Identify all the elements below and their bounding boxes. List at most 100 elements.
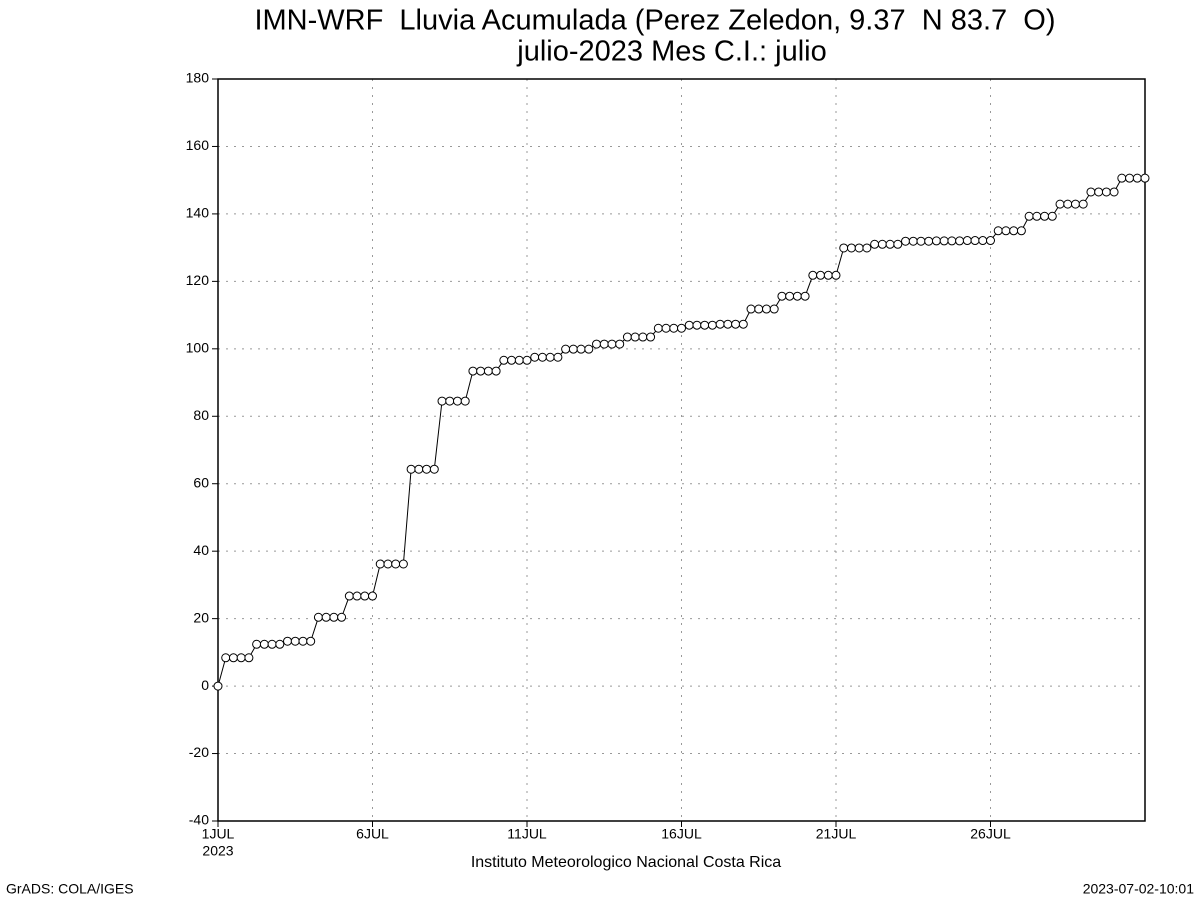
data-point (1117, 173, 1127, 183)
data-point (290, 636, 300, 646)
data-point (452, 396, 462, 406)
data-point (398, 559, 408, 569)
data-point (592, 339, 602, 349)
x-tick-label: 11JUL (507, 826, 547, 842)
data-point (437, 396, 447, 406)
data-point (939, 236, 949, 246)
data-point (731, 319, 741, 329)
y-tick-label: 20 (193, 609, 209, 625)
data-point (831, 270, 841, 280)
data-point (692, 320, 702, 330)
data-point (422, 464, 432, 474)
data-point (970, 236, 980, 246)
data-point (298, 636, 308, 646)
data-point (383, 559, 393, 569)
data-point (507, 355, 517, 365)
data-point (962, 236, 972, 246)
data-point (800, 291, 810, 301)
data-point (530, 352, 540, 362)
data-point (761, 304, 771, 314)
data-point (877, 239, 887, 249)
data-point (1001, 226, 1011, 236)
data-point (700, 320, 710, 330)
data-point (329, 612, 339, 622)
data-point (808, 270, 818, 280)
data-point (306, 636, 316, 646)
data-point (931, 236, 941, 246)
data-point (777, 291, 787, 301)
x-tick-label: 26JUL (970, 826, 1011, 842)
data-point (1078, 199, 1088, 209)
data-point (646, 332, 656, 342)
data-point (368, 591, 377, 601)
y-tick-label: 120 (186, 272, 210, 288)
data-point (236, 653, 246, 663)
data-point (445, 396, 455, 406)
data-point (816, 270, 826, 280)
y-tick-label: 100 (186, 340, 210, 356)
data-point (785, 291, 795, 301)
chart-title: IMN-WRF Lluvia Acumulada (Perez Zeledon,… (254, 5, 1055, 37)
data-point (344, 591, 354, 601)
data-point (653, 323, 663, 333)
data-point (723, 319, 733, 329)
data-point (537, 352, 547, 362)
data-point (545, 352, 555, 362)
data-point (746, 304, 756, 314)
data-point (607, 339, 617, 349)
data-point (483, 366, 493, 376)
footer-right: 2023-07-02-10:01 (1083, 881, 1195, 897)
data-point (514, 355, 524, 365)
y-tick-label: -20 (189, 744, 209, 760)
data-point (213, 681, 223, 691)
data-point (1016, 226, 1026, 236)
data-point (839, 243, 849, 253)
data-point (901, 236, 911, 246)
x-tick-label: 1JUL (202, 826, 235, 842)
data-point (622, 332, 632, 342)
y-tick-label: 180 (186, 70, 210, 86)
y-tick-label: 60 (193, 474, 209, 490)
data-point (870, 239, 880, 249)
data-point (1132, 173, 1142, 183)
data-point (1094, 187, 1104, 197)
data-point (715, 319, 725, 329)
data-point (553, 352, 563, 362)
data-point (491, 366, 501, 376)
data-point (893, 239, 903, 249)
data-point (1024, 211, 1034, 221)
data-point (769, 304, 779, 314)
data-point (707, 320, 717, 330)
data-point (955, 236, 965, 246)
data-point (352, 591, 362, 601)
x-tick-label: 21JUL (816, 826, 857, 842)
data-point (283, 636, 293, 646)
data-point (677, 323, 686, 333)
data-point (599, 339, 609, 349)
data-point (321, 612, 331, 622)
data-point (375, 559, 385, 569)
data-point (684, 320, 694, 330)
data-point (862, 243, 872, 253)
data-point (337, 612, 347, 622)
data-point (406, 464, 416, 474)
data-point (584, 344, 594, 354)
data-point (615, 339, 625, 349)
data-point (754, 304, 764, 314)
chart-subtitle: julio-2023 Mes C.I.: julio (516, 36, 826, 68)
data-point (1040, 211, 1050, 221)
data-point (252, 639, 262, 649)
data-point (993, 226, 1003, 236)
data-point (561, 344, 571, 354)
data-point (638, 332, 648, 342)
y-tick-label: 160 (186, 137, 210, 153)
data-point (522, 355, 532, 365)
data-point (792, 291, 802, 301)
data-point (846, 243, 856, 253)
data-point (978, 236, 988, 246)
data-point (854, 243, 864, 253)
data-point (391, 559, 401, 569)
data-point (267, 639, 277, 649)
footer-left: GrADS: COLA/IGES (6, 881, 134, 897)
